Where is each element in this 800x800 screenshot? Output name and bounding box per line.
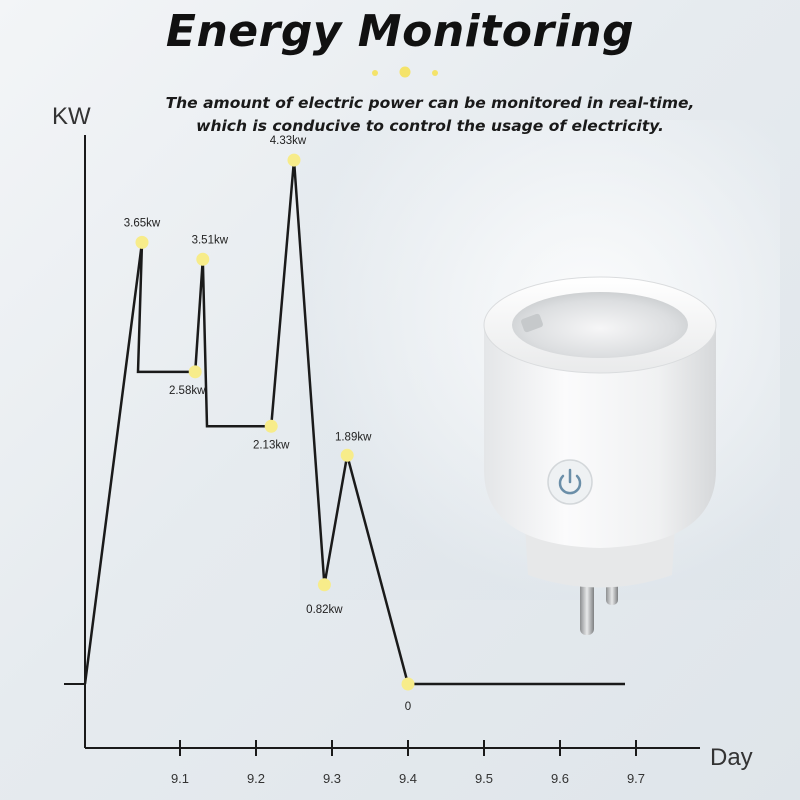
page-title: Energy Monitoring <box>165 6 635 57</box>
data-label: 2.13kw <box>253 439 290 451</box>
data-point <box>188 365 202 379</box>
data-point <box>196 252 210 266</box>
series-line <box>83 159 625 686</box>
data-label: 3.51kw <box>192 234 229 246</box>
plug-body <box>484 330 716 548</box>
subtitle-line-1: The amount of electric power can be moni… <box>165 94 695 112</box>
y-axis-label: KW <box>52 103 91 130</box>
x-tick-label: 9.2 <box>247 771 265 786</box>
data-point <box>287 153 301 167</box>
x-tick-label: 9.5 <box>475 771 493 786</box>
data-point <box>317 578 331 592</box>
data-point <box>135 235 149 249</box>
data-label: 1.89kw <box>335 431 372 443</box>
x-tick-label: 9.3 <box>323 771 341 786</box>
data-label: 0 <box>405 701 411 713</box>
data-label: 3.65kw <box>124 217 161 229</box>
data-label: 2.58kw <box>169 385 206 397</box>
data-label: 4.33kw <box>270 135 307 147</box>
data-point <box>401 677 415 691</box>
data-label: 0.82kw <box>306 604 343 616</box>
x-axis-label: Day <box>710 744 753 771</box>
page-subtitle: The amount of electric power can be moni… <box>115 92 745 138</box>
x-tick-label: 9.4 <box>399 771 417 786</box>
subtitle-line-2: which is conducive to control the usage … <box>196 117 664 135</box>
data-point <box>340 448 354 462</box>
decorative-dots-icon <box>372 66 438 78</box>
data-series <box>83 159 625 686</box>
chart-axes <box>64 135 700 749</box>
power-button-icon[interactable] <box>547 459 593 505</box>
socket-cup <box>512 292 688 358</box>
x-axis-ticks: 9.1 9.2 9.3 9.4 9.5 9.6 9.7 <box>171 740 645 786</box>
x-tick-label: 9.6 <box>551 771 569 786</box>
data-point <box>264 419 278 433</box>
data-points: 3.65kw 2.58kw 3.51kw 2.13kw 4.33kw 0.82kw 1.89… <box>124 135 415 713</box>
x-tick-label: 9.1 <box>171 771 189 786</box>
x-tick-label: 9.7 <box>627 771 645 786</box>
